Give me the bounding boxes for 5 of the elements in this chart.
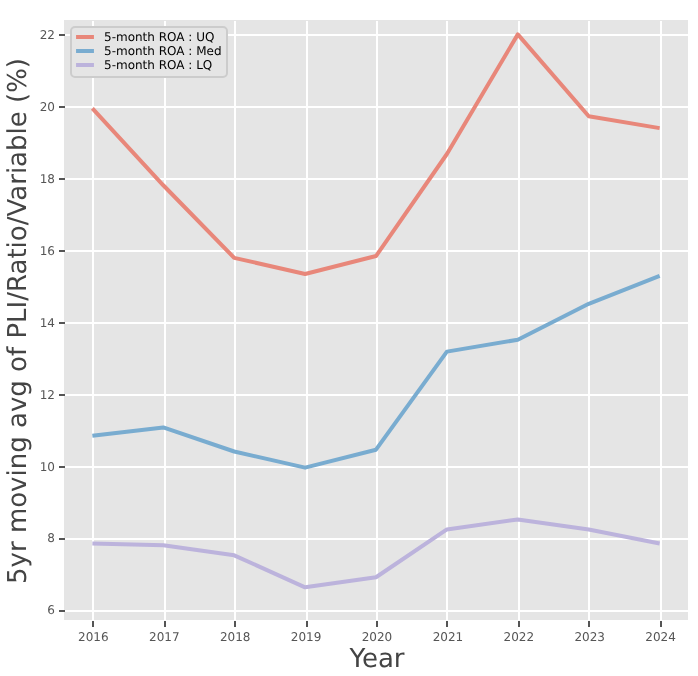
line-series: [90, 273, 662, 470]
y-axis-title: 5yr moving avg of PLI/Ratio/Variable (%): [3, 57, 34, 585]
line-series: [90, 32, 662, 277]
line-series: [90, 517, 662, 590]
x-axis-title: Year: [347, 645, 406, 675]
